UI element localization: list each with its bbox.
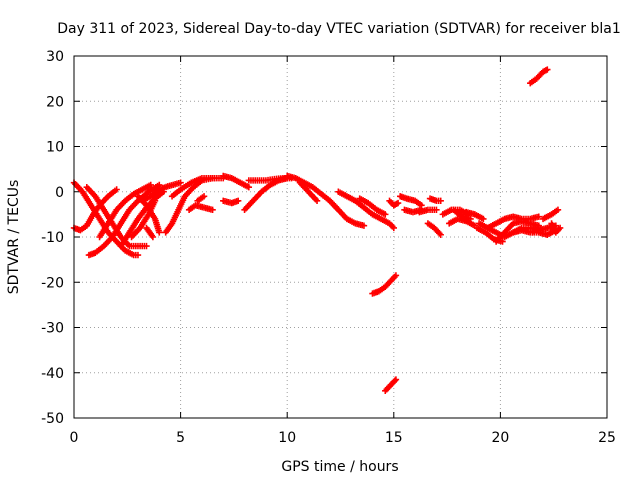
x-tick-label: 25: [598, 430, 616, 446]
x-tick-labels: 0 5 10 15 20 25: [70, 430, 616, 446]
series-arc-44: [527, 66, 551, 87]
data-point: [209, 206, 216, 214]
data-point: [149, 233, 157, 241]
series-arc-41: [539, 206, 562, 223]
data-point: [382, 211, 389, 218]
data-point: [234, 197, 242, 204]
series-arc-28: [426, 195, 444, 204]
chart-title: Day 311 of 2023, Sidereal Day-to-day VTE…: [57, 21, 620, 37]
data-point: [177, 179, 184, 186]
data-point: [535, 213, 542, 220]
x-tick-label: 0: [70, 430, 79, 446]
series-arc-12: [168, 174, 218, 200]
series-arc-32: [450, 206, 474, 223]
data-point: [556, 224, 564, 232]
series-arc-24: [386, 197, 402, 209]
y-tick-label: 20: [46, 94, 64, 110]
y-tick-label: 30: [46, 49, 64, 65]
data-marks: [70, 66, 564, 395]
series-arc-11: [162, 174, 227, 236]
plot-frame: [73, 55, 608, 419]
data-point: [467, 215, 474, 223]
data-point: [147, 181, 154, 189]
series-arc-37: [492, 217, 542, 245]
data-point: [335, 206, 342, 214]
series-arc-5: [96, 181, 154, 241]
series-arc-21: [335, 188, 397, 232]
series-arc-9: [139, 179, 184, 204]
series-arc-27: [416, 206, 440, 216]
x-tick-label: 15: [385, 430, 403, 446]
data-point: [480, 215, 487, 223]
data-point: [151, 197, 159, 204]
series-arc-42: [369, 272, 400, 297]
x-tick-label: 5: [176, 430, 185, 446]
y-tick-labels: -50 -40 -30 -20 -10 0 10 20 30: [41, 49, 64, 427]
x-tick-label: 10: [278, 430, 296, 446]
series-arc-15: [220, 197, 242, 207]
data-point: [245, 184, 253, 191]
series-arc-43: [382, 376, 400, 395]
series-arc-20: [296, 179, 321, 204]
data-point: [535, 224, 542, 232]
series-arc-23: [326, 197, 342, 214]
y-tick-label: -50: [41, 411, 64, 427]
series-arc-4: [85, 181, 163, 259]
data-point: [437, 197, 444, 204]
y-tick-label: 10: [46, 140, 64, 156]
series-arc-10: [143, 224, 157, 241]
x-axis-label: GPS time / hours: [281, 459, 398, 475]
data-point: [211, 174, 218, 182]
data-point: [156, 229, 163, 236]
series-arc-6: [117, 188, 167, 250]
y-tick-label: -10: [41, 230, 64, 246]
data-point: [390, 224, 397, 232]
data-point: [394, 199, 402, 207]
y-tick-label: 0: [55, 185, 64, 201]
data-point: [554, 206, 562, 214]
data-point: [544, 66, 551, 73]
y-tick-label: -30: [41, 321, 64, 337]
data-point: [433, 206, 440, 214]
series-arc-22: [356, 195, 389, 218]
x-tick-label: 20: [491, 430, 509, 446]
data-point: [313, 197, 321, 204]
data-point: [360, 222, 368, 229]
series-arc-33: [463, 208, 487, 223]
y-tick-label: -40: [41, 366, 64, 382]
data-point: [392, 272, 400, 279]
series-arc-29: [424, 220, 444, 238]
series-arc-25: [396, 193, 425, 209]
y-axis-label: SDTVAR / TECUs: [6, 180, 22, 295]
series-arc-40: [548, 220, 564, 236]
data-point: [134, 251, 142, 259]
data-point: [113, 186, 120, 193]
series-arc-16: [220, 172, 253, 191]
y-tick-label: -20: [41, 275, 64, 291]
data-point: [200, 193, 208, 200]
data-point: [392, 376, 400, 383]
series-arc-14: [194, 193, 208, 204]
series-arc-39: [529, 224, 542, 236]
data-point: [391, 377, 399, 384]
data-point: [499, 238, 506, 245]
data-point: [437, 231, 444, 238]
series-arc-13: [185, 202, 216, 214]
data-point: [143, 242, 150, 250]
